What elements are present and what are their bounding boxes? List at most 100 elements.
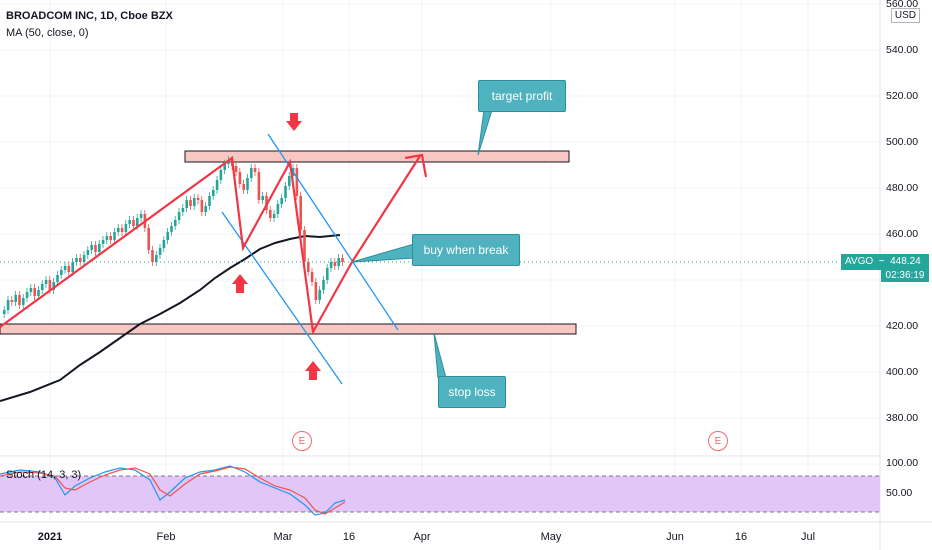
earnings-marker-2[interactable]: E: [708, 431, 728, 451]
candle-body: [242, 184, 245, 190]
candle-body: [79, 258, 82, 262]
candle-body: [223, 164, 226, 170]
candle-body: [208, 196, 211, 206]
candle-body: [128, 220, 131, 224]
candle-body: [280, 198, 283, 204]
candle-body: [124, 224, 128, 232]
ma-50-line: [0, 234, 341, 402]
target-profit-callout[interactable]: target profit: [478, 80, 566, 112]
pattern-zigzag[interactable]: [0, 156, 353, 336]
candle-body: [238, 172, 242, 184]
candle-body: [329, 262, 333, 268]
stop-loss-pointer: [433, 332, 447, 379]
candle-body: [158, 248, 162, 255]
candle-body: [162, 240, 166, 248]
candle-body: [33, 288, 36, 296]
time-tick-feb: Feb: [156, 531, 176, 543]
candle-body: [196, 198, 200, 200]
candle-body: [318, 290, 321, 300]
candle-body: [326, 268, 329, 280]
candle-body: [269, 210, 272, 218]
current-price-tag: AVGO − 448.24: [841, 254, 929, 270]
candle-body: [90, 245, 93, 250]
candle-body: [215, 180, 219, 190]
time-tick-mar: Mar: [273, 531, 293, 543]
candle-body: [212, 190, 215, 196]
time-tick-may: May: [540, 531, 562, 543]
price-tag-value: 448.24: [890, 256, 921, 267]
time-tick-mar16: 16: [342, 531, 356, 543]
candle-body: [234, 166, 238, 172]
candle-body: [60, 270, 63, 275]
stoch-indicator-label[interactable]: Stoch (14, 3, 3): [6, 469, 82, 481]
candle-body: [67, 266, 71, 272]
candle-body: [189, 200, 192, 206]
candle-body: [37, 290, 40, 296]
candle-body: [44, 280, 48, 284]
candle-body: [303, 230, 306, 262]
candle-body: [94, 245, 97, 252]
target-profit-pointer: [477, 109, 493, 156]
candle-body: [333, 262, 337, 266]
price-tick-540: 540.00: [886, 44, 919, 56]
channel-line-lower[interactable]: [221, 211, 343, 385]
candle-body: [299, 196, 302, 230]
price-tick-560: 560.00: [886, 0, 919, 10]
candle-body: [257, 172, 261, 200]
candle-body: [18, 295, 21, 305]
buy-when-break-callout[interactable]: buy when break: [412, 234, 520, 266]
candle-body: [295, 168, 299, 196]
channel-line-upper[interactable]: [267, 133, 399, 331]
stop-loss-callout[interactable]: stop loss: [438, 376, 506, 408]
candle-body: [41, 284, 44, 290]
candle-body: [310, 272, 314, 282]
price-tick-520: 520.00: [886, 90, 919, 102]
time-tick-2021: 2021: [37, 531, 63, 543]
candle-body: [136, 218, 139, 226]
down-arrow-marker: [286, 113, 302, 131]
candle-body: [109, 236, 112, 240]
candle-body: [219, 170, 223, 180]
candle-body: [3, 310, 6, 314]
candle-body: [284, 186, 287, 198]
up-arrow-marker-1: [232, 274, 248, 293]
symbol-title[interactable]: BROADCOM INC, 1D, Cboe BZX: [6, 10, 173, 22]
candle-body: [14, 295, 17, 302]
currency-label[interactable]: USD: [890, 8, 920, 23]
candle-body: [117, 228, 120, 232]
earnings-marker-1[interactable]: E: [292, 431, 312, 451]
candle-body: [170, 226, 173, 232]
candle-body: [147, 228, 150, 250]
stoch-k-line: [0, 465, 346, 516]
support-zone[interactable]: [0, 323, 577, 335]
price-tick-400: 400.00: [886, 366, 919, 378]
candle-body: [341, 258, 344, 262]
resistance-zone[interactable]: [184, 150, 570, 163]
price-tick-460: 460.00: [886, 228, 919, 240]
candle-body: [113, 232, 116, 240]
ma-indicator-label[interactable]: MA (50, close, 0): [6, 27, 89, 39]
candle-body: [276, 204, 280, 214]
price-tick-380: 380.00: [886, 412, 919, 424]
candle-body: [132, 220, 135, 226]
pattern-projection[interactable]: [351, 155, 421, 263]
candle-body: [101, 240, 105, 244]
candle-body: [272, 214, 276, 218]
candle-body: [25, 292, 29, 298]
stoch-band: [0, 476, 880, 512]
candle-body: [75, 258, 78, 262]
candle-body: [98, 244, 101, 252]
candle-body: [155, 255, 158, 262]
candle-body: [82, 255, 86, 262]
stoch-d-line: [0, 466, 346, 515]
candle-body: [63, 266, 67, 270]
candle-body: [246, 178, 249, 190]
candle-body: [120, 228, 124, 232]
candle-body: [48, 280, 52, 290]
candle-body: [52, 282, 55, 290]
candle-body: [227, 160, 230, 164]
candle-body: [314, 282, 318, 300]
up-arrow-marker-2: [305, 361, 321, 380]
